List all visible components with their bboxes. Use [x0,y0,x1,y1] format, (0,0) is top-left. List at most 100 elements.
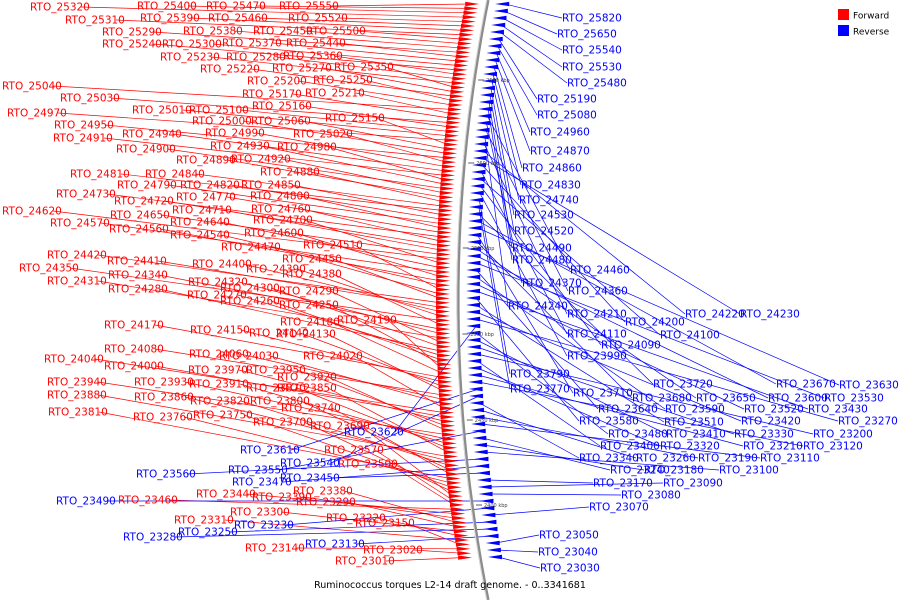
reverse-gene-arrow[interactable] [476,477,491,483]
forward-gene-arrow[interactable] [451,515,466,521]
forward-gene-label[interactable]: RTO_24770 [176,192,236,204]
forward-gene-arrow[interactable] [451,511,466,516]
forward-gene-arrow[interactable] [436,318,451,323]
forward-gene-arrow[interactable] [452,520,467,525]
forward-gene-label[interactable]: RTO_23570 [324,445,384,457]
forward-gene-arrow[interactable] [436,265,451,270]
forward-gene-label[interactable]: RTO_25280 [226,52,286,64]
forward-gene-arrow[interactable] [446,120,461,125]
forward-gene-label[interactable]: RTO_23750 [193,410,253,422]
forward-gene-label[interactable]: RTO_24720 [114,196,174,208]
forward-gene-label[interactable]: RTO_23690 [310,421,370,433]
forward-gene-label[interactable]: RTO_24280 [108,284,168,296]
forward-gene-label[interactable]: RTO_24920 [231,154,291,166]
reverse-gene-label[interactable]: RTO_23420 [741,416,801,428]
reverse-gene-label[interactable]: RTO_23100 [719,465,779,477]
forward-gene-label[interactable]: RTO_24260 [220,296,280,308]
forward-gene-label[interactable]: RTO_25500 [306,26,366,38]
reverse-gene-label[interactable]: RTO_24370 [522,278,582,290]
forward-gene-label[interactable]: RTO_23800 [250,396,310,408]
forward-gene-arrow[interactable] [447,480,462,486]
forward-gene-label[interactable]: RTO_24150 [190,325,250,337]
forward-gene-label[interactable]: RTO_23920 [277,372,337,384]
reverse-gene-label[interactable]: RTO_23050 [539,530,599,542]
reverse-gene-label[interactable]: RTO_23320 [660,441,720,453]
forward-gene-arrow[interactable] [448,489,463,494]
forward-gene-label[interactable]: RTO_24840 [145,169,205,181]
forward-gene-arrow[interactable] [445,129,460,134]
reverse-gene-label[interactable]: RTO_23490 [56,496,116,508]
forward-gene-label[interactable]: RTO_25290 [102,27,162,39]
reverse-gene-label[interactable]: RTO_23280 [123,532,183,544]
reverse-gene-label[interactable]: RTO_23340 [579,453,639,465]
forward-gene-arrow[interactable] [455,537,470,543]
forward-gene-label[interactable]: RTO_23760 [133,412,193,424]
reverse-gene-arrow[interactable] [466,302,481,308]
forward-gene-label[interactable]: RTO_25010 [132,105,192,117]
forward-gene-arrow[interactable] [436,296,451,301]
forward-gene-arrow[interactable] [444,454,459,459]
reverse-gene-arrow[interactable] [467,358,482,364]
forward-gene-arrow[interactable] [453,529,468,534]
forward-gene-label[interactable]: RTO_24020 [303,351,363,363]
reverse-gene-arrow[interactable] [473,442,488,448]
forward-gene-label[interactable]: RTO_24340 [108,270,168,282]
forward-gene-label[interactable]: RTO_25550 [279,1,339,13]
forward-gene-label[interactable]: RTO_25460 [208,13,268,25]
forward-gene-arrow[interactable] [442,441,457,446]
forward-gene-arrow[interactable] [437,225,452,231]
forward-gene-label[interactable]: RTO_25400 [137,1,197,13]
forward-gene-arrow[interactable] [436,243,451,248]
reverse-gene-arrow[interactable] [469,393,484,399]
reverse-gene-arrow[interactable] [466,246,481,252]
reverse-gene-arrow[interactable] [479,99,494,105]
forward-gene-label[interactable]: RTO_24940 [122,129,182,141]
forward-gene-arrow[interactable] [436,261,451,266]
forward-gene-arrow[interactable] [436,269,451,275]
reverse-gene-arrow[interactable] [467,232,482,238]
forward-gene-arrow[interactable] [436,291,451,297]
reverse-gene-arrow[interactable] [481,512,496,518]
reverse-gene-arrow[interactable] [466,288,481,294]
reverse-gene-label[interactable]: RTO_23710 [573,388,633,400]
forward-gene-label[interactable]: RTO_25370 [222,38,282,50]
forward-gene-arrow[interactable] [443,445,458,450]
forward-gene-label[interactable]: RTO_24650 [110,210,170,222]
forward-gene-arrow[interactable] [459,32,474,37]
forward-gene-arrow[interactable] [443,146,458,152]
forward-gene-arrow[interactable] [455,542,470,547]
forward-gene-label[interactable]: RTO_23860 [134,392,194,404]
forward-gene-label[interactable]: RTO_25040 [2,81,62,93]
forward-gene-arrow[interactable] [437,221,452,226]
forward-gene-arrow[interactable] [450,89,465,95]
forward-gene-arrow[interactable] [448,107,463,112]
forward-gene-label[interactable]: RTO_23300 [230,507,290,519]
reverse-gene-arrow[interactable] [487,43,502,49]
forward-gene-label[interactable]: RTO_25360 [283,51,343,63]
reverse-gene-label[interactable]: RTO_23400 [600,441,660,453]
forward-gene-arrow[interactable] [454,63,469,68]
reverse-gene-arrow[interactable] [472,162,487,168]
forward-gene-arrow[interactable] [449,498,464,503]
reverse-gene-arrow[interactable] [468,211,483,217]
reverse-gene-arrow[interactable] [466,309,481,315]
reverse-gene-label[interactable]: RTO_23080 [621,490,681,502]
reverse-gene-arrow[interactable] [466,344,481,350]
forward-gene-arrow[interactable] [451,80,466,86]
forward-gene-arrow[interactable] [451,85,466,90]
forward-gene-label[interactable]: RTO_24900 [116,144,176,156]
forward-gene-arrow[interactable] [436,282,451,288]
forward-gene-label[interactable]: RTO_24990 [205,128,265,140]
forward-gene-arrow[interactable] [438,384,453,389]
reverse-gene-label[interactable]: RTO_23230 [234,520,294,532]
reverse-gene-arrow[interactable] [477,113,492,119]
reverse-gene-label[interactable]: RTO_23260 [636,453,696,465]
reverse-gene-arrow[interactable] [481,78,496,84]
reverse-gene-arrow[interactable] [471,428,486,434]
forward-gene-label[interactable]: RTO_23850 [277,383,337,395]
forward-gene-label[interactable]: RTO_23870 [246,383,306,395]
forward-gene-arrow[interactable] [442,432,457,437]
reverse-gene-arrow[interactable] [488,554,503,560]
forward-gene-arrow[interactable] [436,278,451,284]
reverse-gene-arrow[interactable] [466,330,481,336]
